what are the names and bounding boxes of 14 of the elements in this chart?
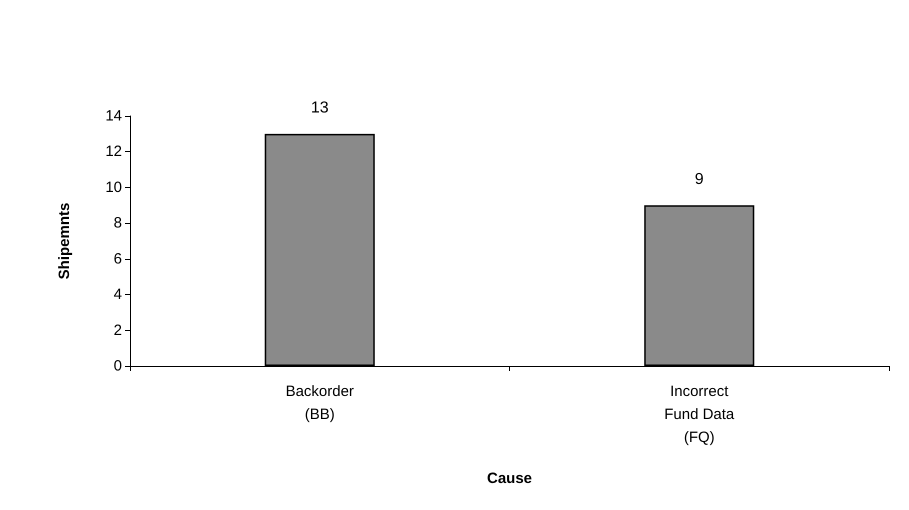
data-label: 13 xyxy=(310,99,329,116)
x-axis-title: Cause xyxy=(486,470,532,487)
x-tick-label: Incorrect Fund Data (FQ) xyxy=(664,383,735,446)
y-tick-label: 4 xyxy=(114,286,122,304)
y-tick-label: 2 xyxy=(114,322,122,339)
y-tick-label: 6 xyxy=(114,250,122,268)
y-tick-label: 14 xyxy=(105,108,122,124)
x-tick-label: Backorder (BB) xyxy=(286,383,354,423)
data-label: 9 xyxy=(694,170,704,188)
y-tick-label: 12 xyxy=(105,143,122,160)
y-axis-title: Shipemnts xyxy=(56,202,73,280)
y-tick-label: 0 xyxy=(114,358,122,374)
y-tick-label: 10 xyxy=(105,178,122,196)
y-tick-label: 8 xyxy=(114,214,122,232)
